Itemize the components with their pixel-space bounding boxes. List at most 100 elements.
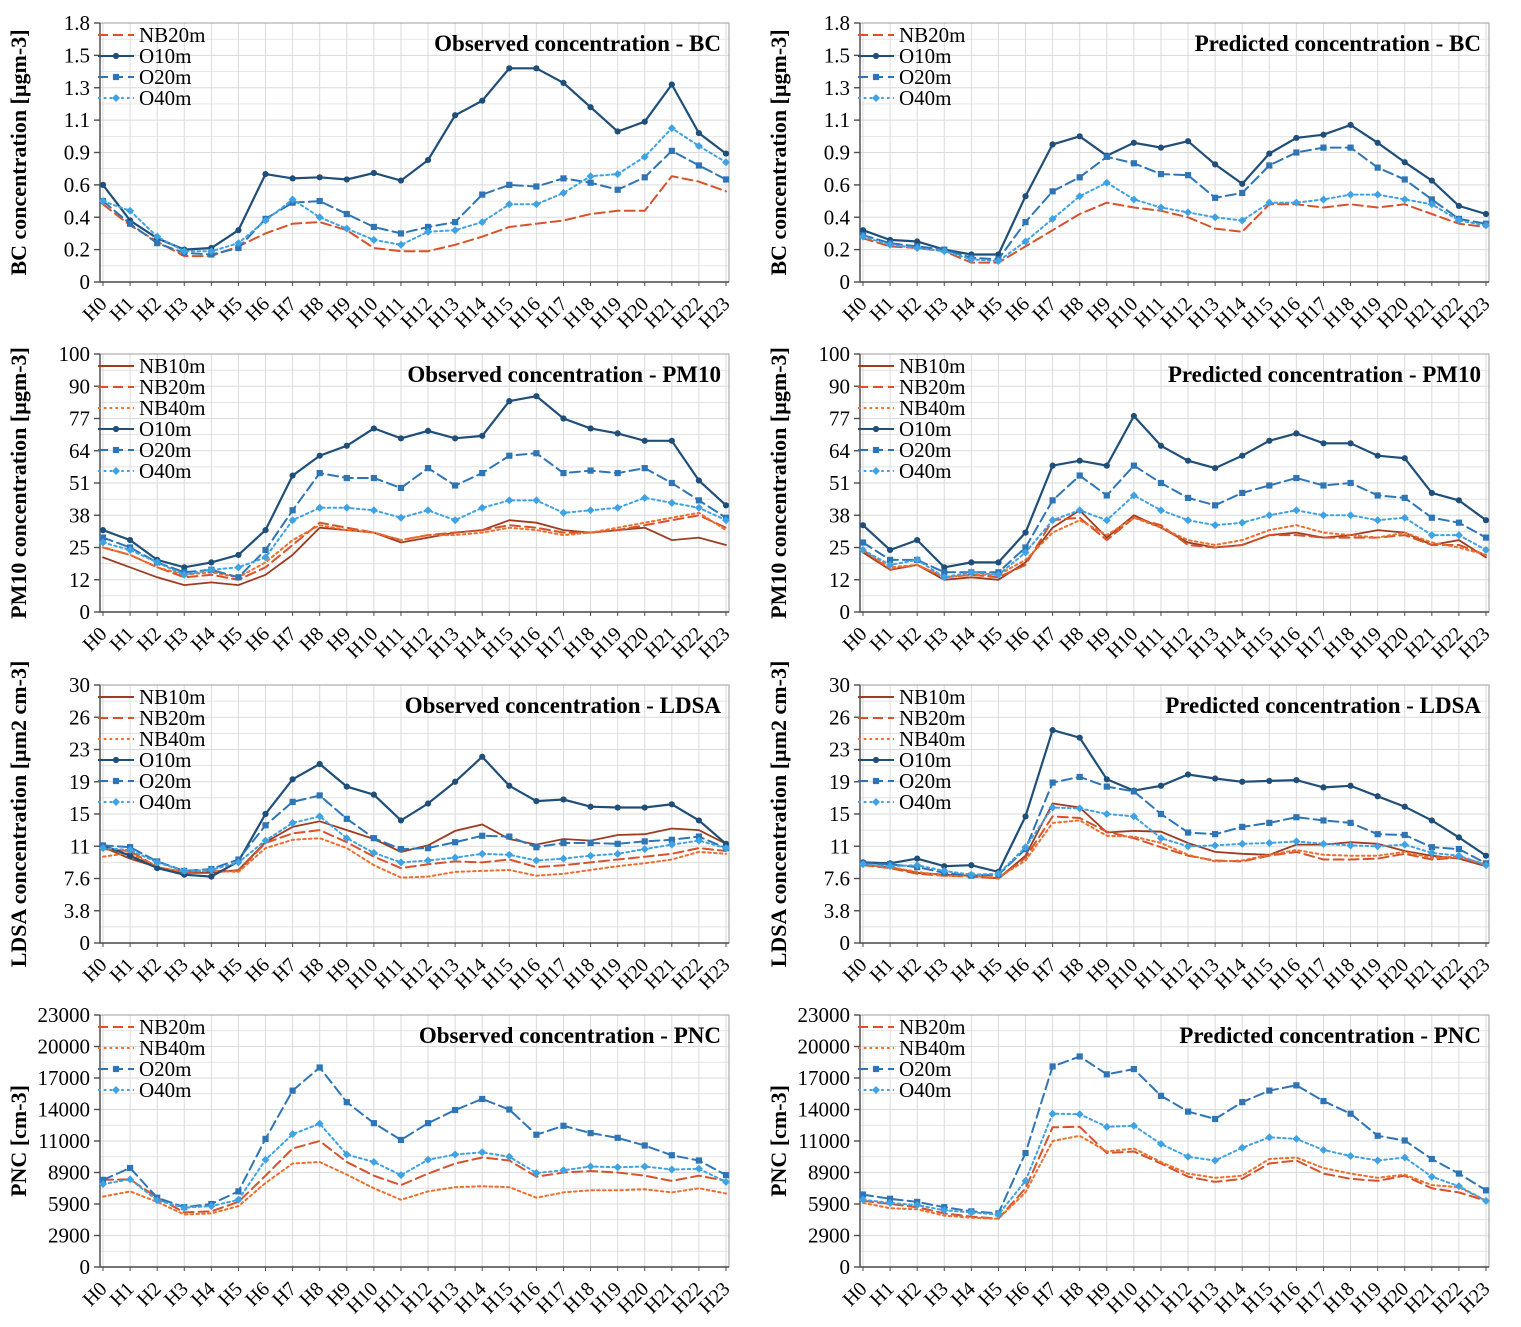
- marker-square: [99, 534, 107, 541]
- series-O40m: [99, 1119, 730, 1212]
- marker-square: [479, 191, 486, 198]
- marker-diamond: [180, 570, 189, 579]
- marker-circle: [859, 522, 867, 529]
- series-NB20m: [862, 201, 1487, 264]
- marker-diamond: [1048, 803, 1057, 812]
- marker-circle: [479, 432, 486, 439]
- chart-observed-bc: 0 0.2 0.4 0.6 0.9 1.1 1.3 1.5 1.8 H0 H1 H2 H3 H4 H5 H6 H…: [0, 0, 761, 330]
- marker-circle: [533, 798, 540, 805]
- marker-square: [1157, 810, 1165, 818]
- marker-square: [1022, 219, 1029, 226]
- marker-square: [668, 836, 675, 843]
- marker-circle: [1157, 442, 1165, 449]
- marker-circle: [112, 52, 120, 60]
- x-axis-ticks: H0H1H2H3H4H5H6H7H8H9H10H11H12H13H14H15H1…: [79, 612, 735, 660]
- marker-circle: [1401, 803, 1408, 810]
- legend-label: NB20m: [899, 23, 966, 47]
- marker-square: [1428, 844, 1435, 851]
- series-NB20m: [102, 1139, 727, 1214]
- marker-circle: [370, 791, 377, 798]
- legend-label: O40m: [139, 790, 192, 814]
- marker-circle: [560, 415, 567, 422]
- marker-diamond: [1346, 190, 1355, 199]
- marker-square: [614, 186, 621, 193]
- marker-circle: [506, 398, 513, 405]
- legend-item-NB10m: NB10m: [98, 685, 206, 709]
- marker-circle: [343, 783, 350, 790]
- marker-square: [1076, 1053, 1083, 1060]
- marker-circle: [235, 227, 242, 234]
- marker-square: [1184, 172, 1192, 179]
- legend-label: O20m: [139, 769, 192, 793]
- y-tick-label: 90: [69, 374, 90, 398]
- series-O10m: [859, 121, 1490, 258]
- marker-circle: [668, 81, 675, 88]
- marker-square: [1347, 1110, 1354, 1117]
- marker-diamond: [1400, 1153, 1409, 1162]
- legend-label: NB40m: [139, 396, 206, 420]
- marker-circle: [506, 65, 513, 72]
- y-tick-label: 11: [70, 834, 90, 858]
- marker-square: [1482, 534, 1490, 541]
- marker-diamond: [613, 849, 622, 858]
- legend-label: NB20m: [139, 375, 206, 399]
- marker-square: [235, 1188, 242, 1195]
- series-O40m: [859, 803, 1490, 879]
- chart-svg-observed-bc: 0 0.2 0.4 0.6 0.9 1.1 1.3 1.5 1.8 H0H1H2H3H4H5H6H…: [6, 11, 735, 330]
- marker-diamond: [640, 845, 649, 854]
- marker-square: [1320, 1098, 1327, 1105]
- y-tick-label: 100: [59, 342, 91, 366]
- marker-square: [1428, 196, 1435, 203]
- marker-square: [1049, 497, 1056, 504]
- marker-diamond: [424, 856, 433, 865]
- marker-diamond: [1238, 216, 1247, 225]
- marker-diamond: [369, 1158, 378, 1166]
- y-tick-label: 20000: [38, 1035, 91, 1059]
- y-tick-label: 12: [829, 568, 850, 592]
- marker-square: [289, 798, 296, 806]
- marker-circle: [1428, 177, 1435, 184]
- marker-circle: [1212, 161, 1219, 168]
- legend-label: NB20m: [139, 1015, 206, 1039]
- marker-square: [1266, 819, 1273, 826]
- x-tick-label: H23: [1455, 293, 1495, 330]
- chart-svg-predicted-pm10: 0 12 25 38 51 64 77 90 100 H0H1H2H3H4H5H6H7H8H9H1…: [766, 342, 1495, 660]
- marker-diamond: [1292, 837, 1301, 846]
- marker-diamond: [288, 516, 297, 525]
- marker-diamond: [207, 1202, 216, 1211]
- marker-square: [1184, 829, 1192, 836]
- x-axis-ticks: H0H1H2H3H4H5H6H7H8H9H10H11H12H13H14H15H1…: [79, 943, 735, 994]
- marker-square: [668, 479, 675, 487]
- marker-diamond: [451, 853, 460, 862]
- marker-square: [1103, 783, 1110, 790]
- marker-square: [1347, 479, 1354, 487]
- marker-circle: [1076, 133, 1083, 140]
- legend-item-NB10m: NB10m: [858, 354, 966, 378]
- marker-diamond: [1156, 203, 1165, 212]
- marker-diamond: [1129, 812, 1138, 821]
- marker-square: [452, 839, 459, 846]
- marker-square: [289, 1087, 296, 1094]
- marker-diamond: [694, 836, 703, 845]
- marker-circle: [99, 181, 107, 188]
- marker-circle: [695, 129, 703, 137]
- marker-circle: [1049, 462, 1056, 469]
- marker-diamond: [180, 1203, 189, 1212]
- marker-diamond: [872, 467, 880, 475]
- marker-square: [479, 469, 486, 477]
- marker-square: [1320, 817, 1327, 824]
- legend-item-NB20m: NB20m: [858, 706, 966, 730]
- y-tick-label: 0.2: [64, 238, 90, 262]
- legend-item-NB10m: NB10m: [98, 354, 206, 378]
- marker-circle: [886, 546, 894, 554]
- y-tick-label: 20000: [798, 1035, 851, 1059]
- y-tick-label: 1.1: [64, 108, 90, 132]
- marker-diamond: [1048, 1109, 1057, 1118]
- marker-diamond: [1129, 491, 1138, 500]
- marker-square: [479, 1095, 486, 1103]
- marker-circle: [1184, 771, 1192, 778]
- y-axis-title: LDSA concentration [µm2 cm-3]: [6, 661, 31, 968]
